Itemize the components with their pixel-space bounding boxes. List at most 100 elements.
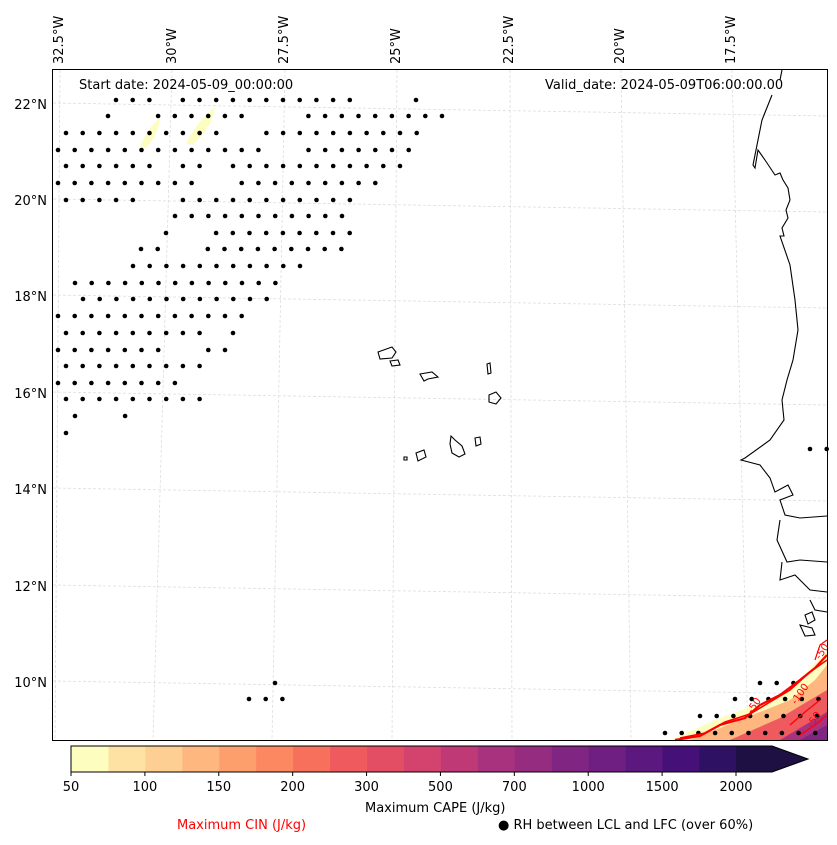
rh-dot	[130, 363, 136, 369]
colorbar-tick-label: 300	[354, 780, 379, 795]
coastlines	[377, 69, 828, 637]
rh-dot	[322, 246, 328, 252]
rh-dot	[323, 213, 328, 219]
rh-dot	[130, 330, 136, 336]
rh-dot	[247, 97, 252, 103]
rh-dot	[206, 147, 211, 153]
rh-dot	[97, 163, 102, 169]
gridline-lat	[52, 584, 828, 599]
rh-dot	[782, 696, 788, 702]
rh-dot	[55, 380, 61, 386]
rh-dot	[813, 730, 818, 736]
rh-dot	[230, 97, 236, 103]
rh-dot	[105, 380, 111, 386]
rh-dot	[164, 263, 169, 269]
rh-dot	[97, 396, 102, 402]
rh-dot	[238, 246, 244, 252]
colorbar-tick-label: 700	[501, 780, 527, 795]
colorbar-segment	[218, 746, 257, 772]
rh-dot	[63, 197, 69, 203]
rh-dot	[89, 147, 94, 153]
rh-dot	[322, 113, 328, 119]
cin-legend-label: Maximum CIN (J/kg)	[177, 818, 307, 833]
colorbar-tick-label: 150	[206, 780, 232, 795]
rh-dot	[322, 180, 328, 186]
colorbar-segment	[662, 746, 700, 772]
rh-dot	[222, 313, 228, 319]
rh-dot	[731, 713, 736, 719]
colorbar-segment	[292, 746, 331, 772]
rh-dot	[55, 347, 61, 353]
colorbar-segment	[514, 746, 552, 772]
rh-dot	[764, 713, 770, 719]
island-coastline	[403, 456, 408, 461]
rh-dot	[89, 347, 94, 353]
rh-dot	[130, 163, 136, 169]
rh-dot	[406, 147, 412, 153]
rh-dot	[714, 713, 719, 719]
colorbar-segment	[588, 746, 626, 772]
rh-dot	[339, 180, 345, 186]
island-coastline	[474, 436, 482, 447]
rh-dot	[97, 296, 102, 302]
island-coastline	[488, 391, 502, 405]
rh-dot	[105, 113, 111, 119]
colorbar-frame	[70, 745, 810, 773]
rh-dot	[305, 246, 311, 252]
rh-dot	[373, 147, 378, 153]
rh-dot	[63, 163, 69, 169]
colorbar-segment	[403, 746, 441, 772]
rh-dot	[230, 163, 236, 169]
rh-dot	[230, 263, 236, 269]
map-frame	[52, 69, 828, 741]
lat-tick-label: 18°N	[14, 290, 47, 305]
start-date-label: Start date: 2024-05-09_00:00:00	[79, 78, 294, 93]
colorbar-segment	[440, 746, 478, 772]
rh-dot	[347, 230, 353, 236]
rh-dot	[264, 97, 269, 103]
colorbar-tick-label: 50	[62, 780, 80, 795]
rh-dot	[172, 380, 178, 386]
rh-dot	[322, 147, 328, 153]
rh-dot	[762, 730, 768, 736]
rh-dot	[122, 180, 128, 186]
island-coastline	[415, 449, 427, 462]
rh-dot	[130, 396, 136, 402]
rh-dot	[97, 330, 102, 336]
rh-dot	[314, 197, 319, 203]
rh-dot	[222, 147, 228, 153]
rh-dot	[80, 197, 85, 203]
island-coastline	[419, 371, 440, 382]
gridline-lat	[52, 487, 828, 502]
rh-dot	[214, 296, 219, 302]
lat-tick-label: 12°N	[14, 580, 47, 595]
rh-dot	[289, 213, 295, 219]
rh-dot	[113, 197, 119, 203]
rh-dot	[80, 330, 85, 336]
rh-dot	[280, 97, 286, 103]
rh-dot	[397, 163, 403, 169]
rh-dot	[814, 713, 820, 719]
rh-dot	[297, 97, 303, 103]
rh-dot	[197, 197, 202, 203]
rh-dot	[122, 347, 128, 353]
rh-dot	[172, 313, 178, 319]
rh-dot	[239, 180, 244, 186]
rh-dot	[264, 197, 269, 203]
rh-dot	[297, 263, 303, 269]
rh-dot	[180, 197, 186, 203]
rh-dot	[89, 380, 94, 386]
rh-dot	[205, 246, 211, 252]
rh-dot	[263, 230, 269, 236]
lat-tick-label: 22°N	[14, 98, 47, 113]
rh-dot	[247, 230, 252, 236]
rh-dot	[214, 130, 219, 136]
rh-dot	[774, 680, 779, 686]
rh-dot	[206, 213, 211, 219]
rh-dot	[381, 163, 386, 169]
rh-dot	[256, 213, 261, 219]
rh-dot	[147, 263, 152, 269]
rh-dot	[799, 696, 805, 702]
rh-dot	[72, 313, 77, 319]
